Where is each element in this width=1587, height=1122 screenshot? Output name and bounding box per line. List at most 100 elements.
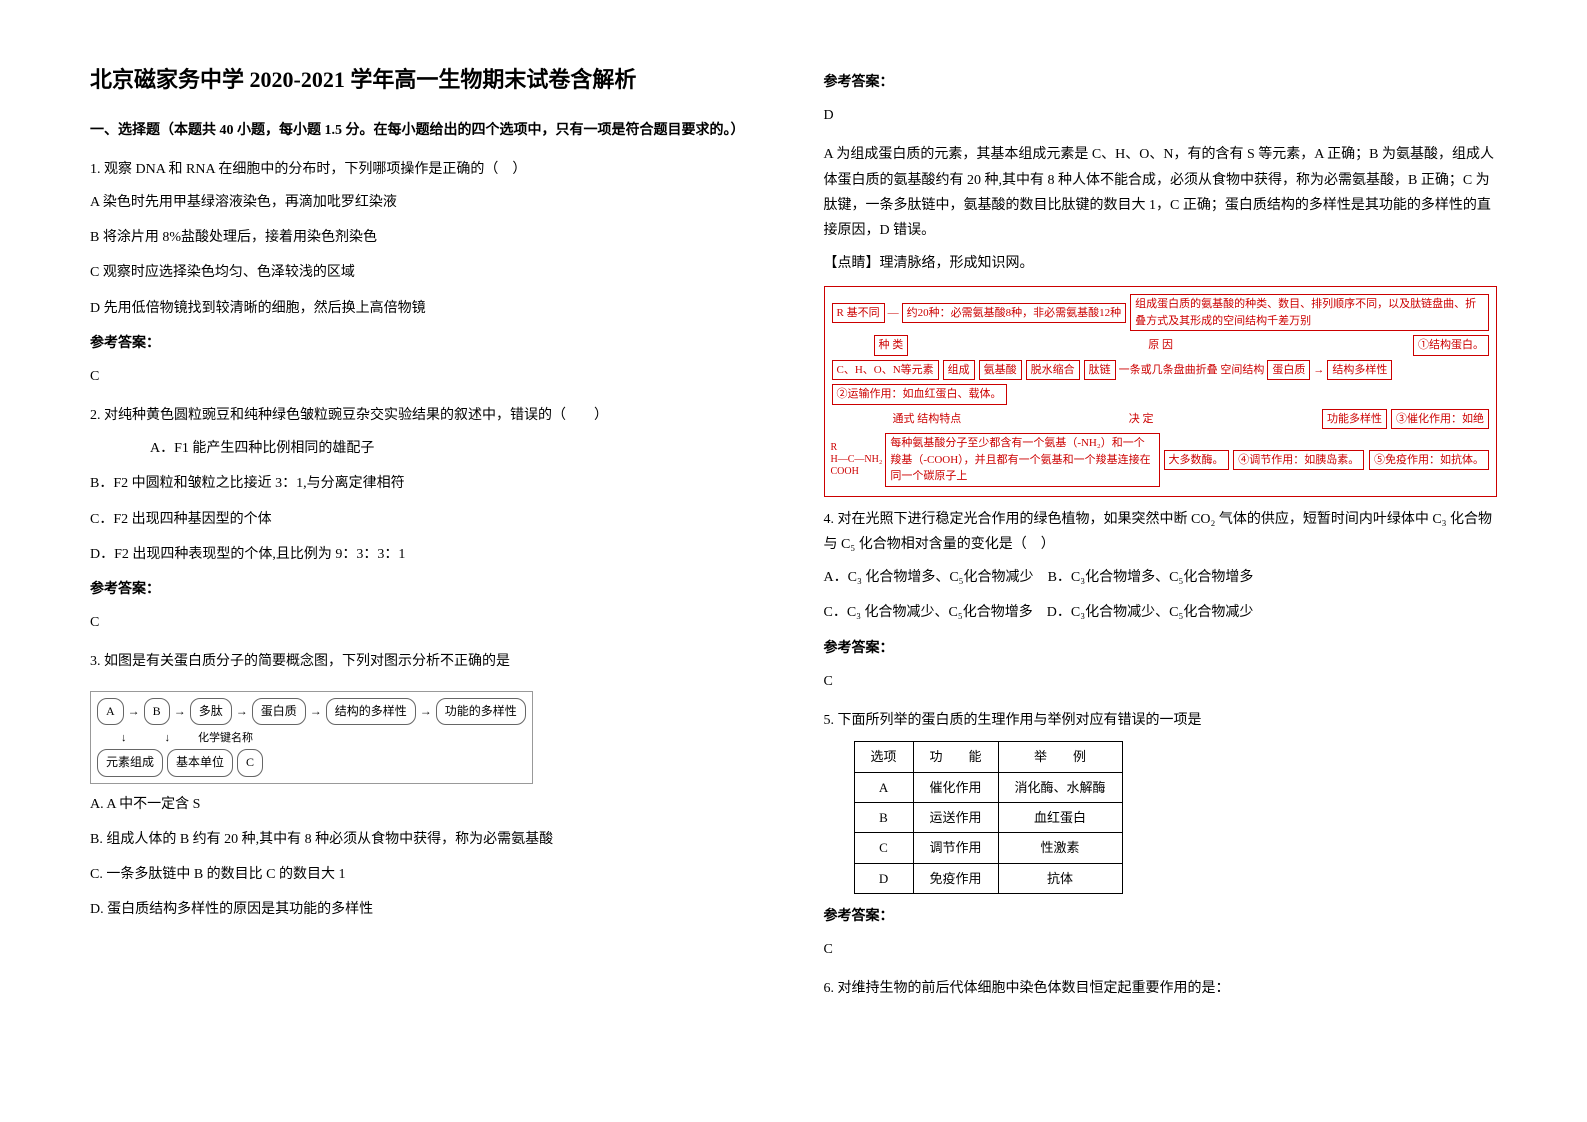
cell: 性激素 bbox=[998, 833, 1122, 863]
q6-text: 6. 对维持生物的前后代体细胞中染色体数目恒定起重要作用的是： bbox=[824, 976, 1498, 1001]
q5-text: 5. 下面所列举的蛋白质的生理作用与举例对应有错误的一项是 bbox=[824, 708, 1498, 733]
formula-block: R H—C—NH₂ COOH bbox=[831, 442, 883, 478]
node-elements: 元素组成 bbox=[97, 749, 163, 777]
general-label: 通式 结构特点 bbox=[893, 411, 962, 428]
arrow-icon: → bbox=[310, 701, 322, 723]
q4-text: 4. 对在光照下进行稳定光合作用的绿色植物，如果突然中断 CO₂ 气体的供应，短… bbox=[824, 507, 1498, 557]
th-example: 举 例 bbox=[998, 742, 1122, 772]
question-6: 6. 对维持生物的前后代体细胞中染色体数目恒定起重要作用的是： bbox=[824, 976, 1498, 1001]
cell: B bbox=[854, 802, 913, 832]
diagram-row-1: A → B → 多肽 → 蛋白质 → 结构的多样性 → 功能的多样性 bbox=[97, 698, 526, 726]
q2-optA: A．F1 能产生四种比例相同的雄配子 bbox=[90, 436, 764, 461]
cell: 运送作用 bbox=[913, 802, 998, 832]
q3-optD: D. 蛋白质结构多样性的原因是其功能的多样性 bbox=[90, 897, 764, 922]
q4-row1: A．C₃ 化合物增多、C₅化合物减少 B．C₃化合物增多、C₅化合物增多 bbox=[824, 565, 1498, 590]
q1-text: 1. 观察 DNA 和 RNA 在细胞中的分布时，下列哪项操作是正确的（ ） bbox=[90, 157, 764, 182]
right-column: 参考答案： D A 为组成蛋白质的元素，其基本组成元素是 C、H、O、N，有的含… bbox=[824, 60, 1498, 1016]
diagram-row-2: ↓ ↓ 化学键名称 bbox=[97, 729, 526, 749]
question-3: 3. 如图是有关蛋白质分子的简要概念图，下列对图示分析不正确的是 A → B →… bbox=[90, 649, 764, 922]
q2-optD: D．F2 出现四种表现型的个体,且比例为 9：3：3：1 bbox=[90, 542, 764, 567]
arrow-icon: → bbox=[128, 701, 140, 723]
q1-optB: B 将涂片用 8%盐酸处理后，接着用染色剂染色 bbox=[90, 225, 764, 250]
func-diversity-box: 功能多样性 bbox=[1322, 409, 1387, 430]
question-2: 2. 对纯种黄色圆粒豌豆和纯种绿色皱粒豌豆杂交实验结果的叙述中，错误的（ ） A… bbox=[90, 403, 764, 635]
cell: 消化酶、水解酶 bbox=[998, 772, 1122, 802]
page-container: 北京磁家务中学 2020-2021 学年高一生物期末试卷含解析 一、选择题（本题… bbox=[90, 60, 1497, 1016]
red-row-4: 通式 结构特点 决 定 功能多样性 ③催化作用：如绝 bbox=[831, 408, 1491, 431]
func4-box: ④调节作用：如胰岛素。 bbox=[1233, 450, 1364, 471]
func3-box: ③催化作用：如绝 bbox=[1391, 409, 1489, 430]
node-struct-diversity: 结构的多样性 bbox=[326, 698, 416, 726]
dehydrate-box: 脱水缩合 bbox=[1026, 360, 1080, 381]
chain-label: 一条或几条盘曲折叠 空间结构 bbox=[1119, 362, 1265, 379]
knowledge-map-diagram: R 基不同 — 约20种：必需氨基酸8种，非必需氨基酸12种 组成蛋白质的氨基酸… bbox=[824, 286, 1498, 497]
q4-optA: A．C₃ 化合物增多、C₅化合物减少 bbox=[824, 570, 1034, 585]
q5-answer: C bbox=[824, 937, 1498, 962]
q3-optA: A. A 中不一定含 S bbox=[90, 792, 764, 817]
feature-box: 每种氨基酸分子至少都含有一个氨基（-NH₂）和一个羧基（-COOH），并且都有一… bbox=[885, 433, 1159, 487]
arrow-icon: → bbox=[420, 701, 432, 723]
q1-optA: A 染色时先用甲基绿溶液染色，再滴加吡罗红染液 bbox=[90, 190, 764, 215]
cell: A bbox=[854, 772, 913, 802]
document-title: 北京磁家务中学 2020-2021 学年高一生物期末试卷含解析 bbox=[90, 60, 764, 100]
arrow-icon: → bbox=[236, 701, 248, 723]
struct-diversity-box: 结构多样性 bbox=[1327, 360, 1392, 381]
q4-row2: C．C₃ 化合物减少、C₅化合物增多 D．C₃化合物减少、C₅化合物减少 bbox=[824, 600, 1498, 625]
th-option: 选项 bbox=[854, 742, 913, 772]
node-C: C bbox=[237, 749, 263, 777]
aa-box: 氨基酸 bbox=[979, 360, 1022, 381]
q3-concept-diagram: A → B → 多肽 → 蛋白质 → 结构的多样性 → 功能的多样性 ↓ ↓ bbox=[90, 691, 533, 784]
red-row-5: R H—C—NH₂ COOH 每种氨基酸分子至少都含有一个氨基（-NH₂）和一个… bbox=[831, 432, 1491, 488]
cell: 免疫作用 bbox=[913, 863, 998, 893]
q1-answer-label: 参考答案： bbox=[90, 331, 764, 356]
func2-box: ②运输作用：如血红蛋白、载体。 bbox=[832, 384, 1007, 405]
section-header: 一、选择题（本题共 40 小题，每小题 1.5 分。在每小题给出的四个选项中，只… bbox=[90, 118, 764, 143]
table-header-row: 选项 功 能 举 例 bbox=[854, 742, 1122, 772]
determine-label: 决 定 bbox=[963, 411, 1319, 428]
q5-table: 选项 功 能 举 例 A 催化作用 消化酶、水解酶 B 运送作用 血红蛋白 C … bbox=[854, 741, 1123, 894]
q1-optD: D 先用低倍物镜找到较清晰的细胞，然后换上高倍物镜 bbox=[90, 296, 764, 321]
q3-explanation: A 为组成蛋白质的元素，其基本组成元素是 C、H、O、N，有的含有 S 等元素，… bbox=[824, 142, 1498, 243]
node-B: B bbox=[144, 698, 170, 726]
q2-answer: C bbox=[90, 610, 764, 635]
cause-label: 原 因 bbox=[911, 337, 1410, 354]
question-1: 1. 观察 DNA 和 RNA 在细胞中的分布时，下列哪项操作是正确的（ ） A… bbox=[90, 157, 764, 389]
question-4: 4. 对在光照下进行稳定光合作用的绿色植物，如果突然中断 CO₂ 气体的供应，短… bbox=[824, 507, 1498, 694]
kinds-count-box: 约20种：必需氨基酸8种，非必需氨基酸12种 bbox=[902, 303, 1127, 324]
node-protein: 蛋白质 bbox=[252, 698, 306, 726]
q3-text: 3. 如图是有关蛋白质分子的简要概念图，下列对图示分析不正确的是 bbox=[90, 649, 764, 674]
arrow-icon: → bbox=[1313, 362, 1324, 379]
node-A: A bbox=[97, 698, 124, 726]
q3-optC: C. 一条多肽链中 B 的数目比 C 的数目大 1 bbox=[90, 862, 764, 887]
q2-text: 2. 对纯种黄色圆粒豌豆和纯种绿色皱粒豌豆杂交实验结果的叙述中，错误的（ ） bbox=[90, 403, 764, 428]
arrow-down-icon: ↓ bbox=[121, 729, 127, 749]
q1-optC: C 观察时应选择染色均匀、色泽较浅的区域 bbox=[90, 260, 764, 285]
formula-chain: H—C—NH₂ bbox=[831, 454, 883, 466]
q4-optC: C．C₃ 化合物减少、C₅化合物增多 bbox=[824, 605, 1033, 620]
node-polypeptide: 多肽 bbox=[190, 698, 232, 726]
arrow-icon: → bbox=[174, 701, 186, 723]
q3-answer-label: 参考答案： bbox=[824, 70, 1498, 95]
q4-answer-label: 参考答案： bbox=[824, 636, 1498, 661]
table-row: A 催化作用 消化酶、水解酶 bbox=[854, 772, 1122, 802]
func1-box: ①结构蛋白。 bbox=[1413, 335, 1489, 356]
cell: C bbox=[854, 833, 913, 863]
question-5: 5. 下面所列举的蛋白质的生理作用与举例对应有错误的一项是 选项 功 能 举 例… bbox=[824, 708, 1498, 963]
q4-optB: B．C₃化合物增多、C₅化合物增多 bbox=[1048, 570, 1254, 585]
protein-box: 蛋白质 bbox=[1267, 360, 1310, 381]
cell: 催化作用 bbox=[913, 772, 998, 802]
arrow-down-icon: ↓ bbox=[165, 729, 171, 749]
kinds-box: 种 类 bbox=[874, 335, 909, 356]
table-row: C 调节作用 性激素 bbox=[854, 833, 1122, 863]
diagram-row-3: 元素组成 基本单位 C bbox=[97, 749, 526, 777]
node-func-diversity: 功能的多样性 bbox=[436, 698, 526, 726]
q3-hint: 【点睛】理清脉络，形成知识网。 bbox=[824, 251, 1498, 276]
q2-optB: B．F2 中圆粒和皱粒之比接近 3：1,与分离定律相符 bbox=[90, 471, 764, 496]
q2-answer-label: 参考答案： bbox=[90, 577, 764, 602]
q1-answer: C bbox=[90, 364, 764, 389]
cell: 抗体 bbox=[998, 863, 1122, 893]
q4-optD: D．C₃化合物减少、C₅化合物减少 bbox=[1047, 605, 1254, 620]
table-row: B 运送作用 血红蛋白 bbox=[854, 802, 1122, 832]
red-row-1: R 基不同 — 约20种：必需氨基酸8种，非必需氨基酸12种 组成蛋白质的氨基酸… bbox=[831, 293, 1491, 332]
elements-box: C、H、O、N等元素 bbox=[832, 360, 939, 381]
